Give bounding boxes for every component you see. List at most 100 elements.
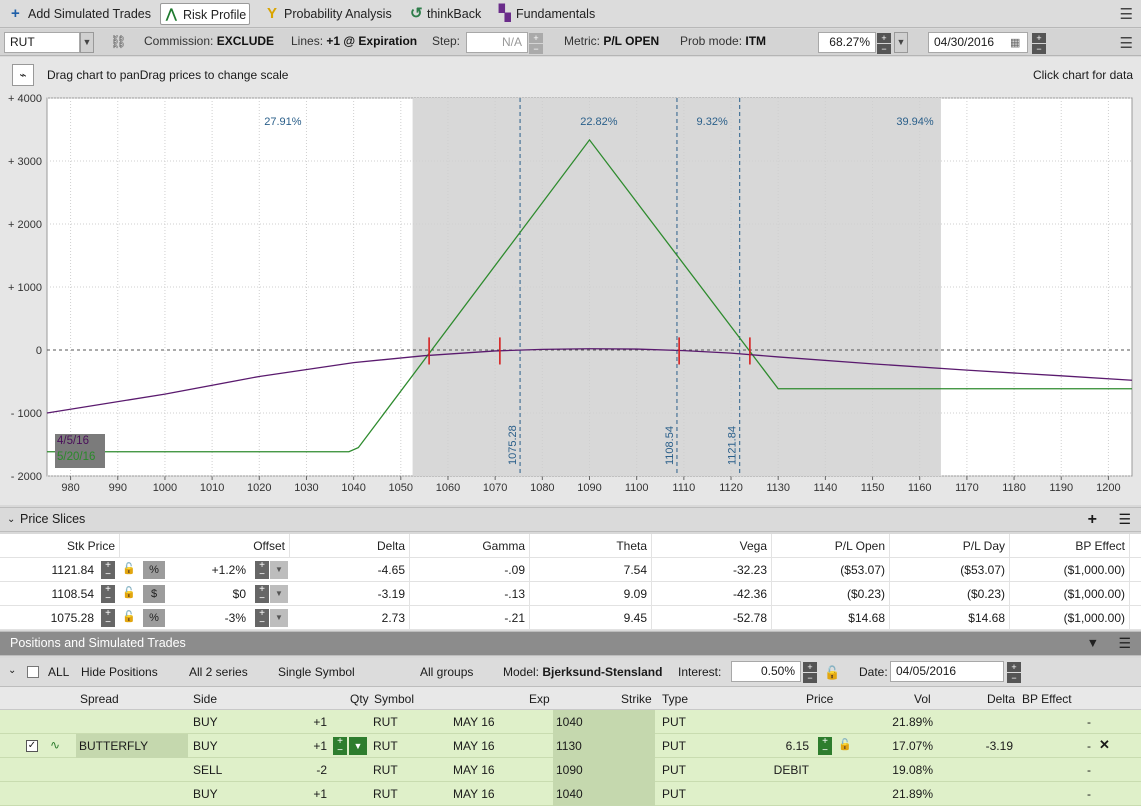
pos-qty[interactable]: +1 — [313, 715, 327, 729]
hide-positions-toggle[interactable]: Hide Positions — [81, 665, 158, 679]
pos-side[interactable]: SELL — [193, 763, 223, 777]
step-up-button[interactable]: + — [529, 33, 543, 43]
position-row[interactable]: SELL -2 RUT MAY 16 1090 PUT DEBIT 19.08%… — [0, 758, 1141, 782]
positions-date-input[interactable]: 04/05/2016 — [890, 661, 1004, 682]
interest-up-button[interactable]: + — [803, 662, 817, 672]
tab-fundamentals[interactable]: ▚ Fundamentals — [494, 3, 595, 25]
probmode-control[interactable]: Prob mode: ITM — [680, 34, 766, 48]
slice-price-stepper[interactable]: + − — [101, 609, 115, 628]
link-icon[interactable]: ⛓ — [110, 34, 127, 49]
pos-strike[interactable]: 1040 — [553, 710, 655, 734]
pos-type[interactable]: PUT — [662, 763, 686, 777]
price-lock-icon[interactable]: 🔓 — [838, 739, 852, 751]
position-graph-icon[interactable]: ∿ — [50, 738, 61, 752]
calendar-icon[interactable]: ▦ — [1010, 37, 1021, 49]
price-slice-row[interactable]: 1108.54 + − 🔓 $ $0 + − ▼ -3.19 -.13 9.09 -… — [0, 582, 1141, 606]
positions-date-up-button[interactable]: + — [1007, 662, 1021, 672]
pos-side[interactable]: BUY — [193, 715, 218, 729]
tab-risk-profile[interactable]: ⋀ Risk Profile — [160, 3, 250, 25]
groups-filter[interactable]: All groups — [420, 665, 474, 679]
pos-side[interactable]: BUY — [193, 739, 218, 753]
slice-lock-icon[interactable]: 🔓 — [122, 563, 136, 575]
model-control[interactable]: Model: Bjerksund-Stensland — [503, 665, 662, 679]
slice-unit-toggle[interactable]: $ — [143, 585, 165, 603]
slice-offset-dropdown-icon[interactable]: ▼ — [270, 585, 288, 603]
price-slice-row[interactable]: 1075.28 + − 🔓 % -3% + − ▼ 2.73 -.21 9.45 -… — [0, 606, 1141, 630]
pos-exp[interactable]: MAY 16 — [453, 763, 495, 777]
expand-all-icon[interactable]: ⌄ — [8, 665, 17, 676]
x-tick-label: 1120 — [719, 482, 743, 494]
symbol-dropdown-icon[interactable]: ▼ — [80, 32, 94, 53]
probability-input[interactable]: 68.27% — [818, 32, 876, 53]
slice-unit-toggle[interactable]: % — [143, 609, 165, 627]
slice-price-stepper[interactable]: + − — [101, 561, 115, 580]
slice-offset-dropdown-icon[interactable]: ▼ — [270, 561, 288, 579]
slice-offset-stepper[interactable]: + − — [255, 585, 269, 604]
slice-offset-dropdown-icon[interactable]: ▼ — [270, 609, 288, 627]
position-row[interactable]: BUY +1 RUT MAY 16 1040 PUT 21.89% - — [0, 710, 1141, 734]
slice-lock-icon[interactable]: 🔓 — [122, 611, 136, 623]
pos-exp[interactable]: MAY 16 — [453, 715, 495, 729]
legend-series-expiration: 5/20/16 — [57, 451, 96, 463]
chart-settings-icon[interactable]: ⌁ — [12, 64, 34, 86]
probability-down-button[interactable]: − — [877, 44, 891, 54]
tab-probability-analysis[interactable]: Y Probability Analysis — [262, 3, 392, 25]
lock-icon[interactable]: 🔓 — [824, 665, 841, 680]
remove-position-icon[interactable]: ✕ — [1099, 737, 1110, 752]
pos-type[interactable]: PUT — [662, 739, 686, 753]
pos-qty[interactable]: +1 — [313, 739, 327, 753]
symbol-filter[interactable]: Single Symbol — [278, 665, 355, 679]
symbol-input[interactable]: RUT — [4, 32, 80, 53]
positions-date-down-button[interactable]: − — [1007, 673, 1021, 683]
pos-strike[interactable]: 1040 — [553, 782, 655, 806]
probability-dropdown-icon[interactable]: ▼ — [894, 32, 908, 53]
qty-dropdown-icon[interactable]: ▼ — [349, 737, 367, 755]
date-up-button[interactable]: + — [1032, 33, 1046, 43]
price-slice-row[interactable]: 1121.84 + − 🔓 % +1.2% + − ▼ -4.65 -.09 7.5… — [0, 558, 1141, 582]
risk-profile-chart[interactable]: 980 990 1000 1010 1020 1030 1040 1050 1060 1070 10… — [0, 93, 1141, 505]
pos-qty[interactable]: -2 — [316, 763, 327, 777]
qty-stepper[interactable]: + − — [333, 737, 347, 756]
menu-icon[interactable]: ☰ — [1119, 6, 1133, 23]
metric-control[interactable]: Metric: P/L OPEN — [564, 34, 659, 48]
slice-price-stepper[interactable]: + − — [101, 585, 115, 604]
position-checkbox[interactable]: ✓ — [26, 740, 38, 752]
slice-lock-icon[interactable]: 🔓 — [122, 587, 136, 599]
slice-unit-toggle[interactable]: % — [143, 561, 165, 579]
controls-menu-icon[interactable]: ☰ — [1119, 35, 1133, 52]
interest-down-button[interactable]: − — [803, 673, 817, 683]
position-row[interactable]: ✓ ∿ + − ▼ + − 🔓 ✕ BUTTERFLY BUY +1 RUT MAY… — [0, 734, 1141, 758]
date-down-button[interactable]: − — [1032, 44, 1046, 54]
slices-menu-icon[interactable]: ☰ — [1118, 511, 1131, 527]
slice-offset-stepper[interactable]: + − — [255, 609, 269, 628]
pos-side[interactable]: BUY — [193, 787, 218, 801]
step-down-button[interactable]: − — [529, 44, 543, 54]
pos-exp[interactable]: MAY 16 — [453, 787, 495, 801]
lines-control[interactable]: Lines: +1 @ Expiration — [291, 34, 417, 48]
interest-input[interactable]: 0.50% — [731, 661, 801, 682]
tab-add-simulated-trades[interactable]: + Add Simulated Trades — [6, 3, 151, 25]
slice-offset-stepper[interactable]: + − — [255, 561, 269, 580]
collapse-chevron-icon[interactable]: ⌄ — [7, 514, 16, 525]
date-input[interactable]: 04/30/2016 — [928, 32, 1028, 53]
select-all-checkbox[interactable] — [27, 666, 39, 678]
tab-thinkback[interactable]: ↺ thinkBack — [405, 3, 481, 25]
pos-exp[interactable]: MAY 16 — [453, 739, 495, 753]
chart-svg[interactable]: 980 990 1000 1010 1020 1030 1040 1050 1060 1070 10… — [0, 93, 1141, 505]
positions-collapse-icon[interactable]: ▼ — [1086, 636, 1099, 650]
pos-qty[interactable]: +1 — [313, 787, 327, 801]
price-slices-header[interactable]: ⌄ Price Slices + ☰ — [0, 507, 1141, 532]
pos-spread — [76, 758, 188, 782]
pos-strike[interactable]: 1090 — [553, 758, 655, 782]
position-row[interactable]: BUY +1 RUT MAY 16 1040 PUT 21.89% - — [0, 782, 1141, 806]
pos-type[interactable]: PUT — [662, 787, 686, 801]
pos-type[interactable]: PUT — [662, 715, 686, 729]
add-slice-icon[interactable]: + — [1087, 511, 1097, 528]
price-stepper[interactable]: + − — [818, 737, 832, 756]
step-input[interactable]: N/A — [466, 32, 528, 53]
probability-up-button[interactable]: + — [877, 33, 891, 43]
series-filter[interactable]: All 2 series — [189, 665, 248, 679]
commission-control[interactable]: Commission: EXCLUDE — [144, 34, 274, 48]
pos-strike[interactable]: 1130 — [553, 734, 655, 758]
positions-menu-icon[interactable]: ☰ — [1118, 635, 1131, 651]
